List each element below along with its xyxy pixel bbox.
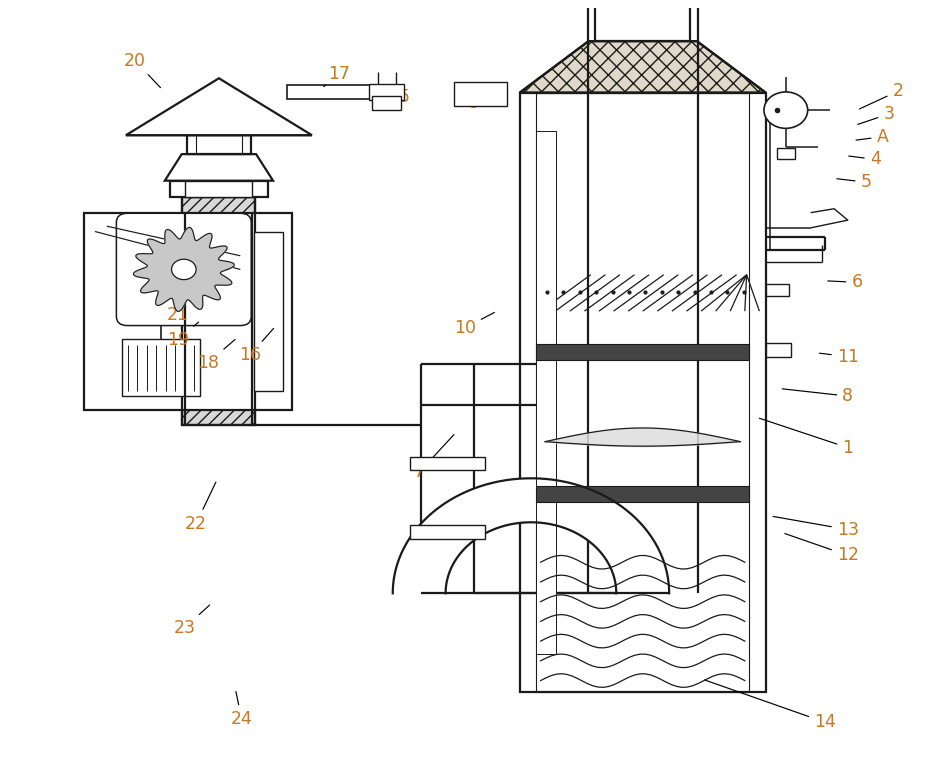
Bar bbox=[410, 457, 485, 471]
Text: 23: 23 bbox=[173, 605, 209, 637]
Text: 1: 1 bbox=[759, 418, 854, 457]
Text: 4: 4 bbox=[849, 150, 881, 169]
Bar bbox=[187, 135, 251, 154]
Text: 16: 16 bbox=[239, 328, 273, 364]
Bar bbox=[520, 93, 765, 692]
Bar bbox=[369, 84, 404, 101]
Bar bbox=[196, 135, 242, 154]
Bar bbox=[536, 485, 750, 502]
Bar bbox=[182, 197, 256, 425]
Bar bbox=[536, 93, 750, 692]
Text: 6: 6 bbox=[828, 273, 862, 291]
Bar bbox=[123, 339, 200, 396]
Bar bbox=[169, 180, 268, 197]
Bar bbox=[536, 131, 556, 654]
Bar bbox=[372, 97, 401, 110]
Polygon shape bbox=[811, 209, 848, 228]
Text: 18: 18 bbox=[197, 340, 235, 372]
Text: 24: 24 bbox=[231, 692, 253, 728]
Bar bbox=[765, 284, 789, 296]
Text: 19: 19 bbox=[166, 322, 199, 349]
Text: 14: 14 bbox=[705, 680, 836, 731]
Bar bbox=[287, 85, 374, 99]
PathPatch shape bbox=[392, 478, 670, 594]
Text: 22: 22 bbox=[185, 482, 216, 533]
Bar bbox=[536, 344, 750, 361]
Text: 15: 15 bbox=[388, 85, 410, 106]
Circle shape bbox=[171, 259, 196, 279]
Bar bbox=[182, 197, 256, 425]
Text: 12: 12 bbox=[785, 533, 858, 564]
Text: 17: 17 bbox=[324, 66, 351, 87]
Text: 20: 20 bbox=[124, 52, 161, 87]
Text: 5: 5 bbox=[837, 173, 871, 191]
Bar bbox=[765, 343, 791, 357]
Polygon shape bbox=[520, 41, 765, 93]
Bar bbox=[410, 525, 485, 539]
Polygon shape bbox=[133, 228, 234, 311]
Text: 8: 8 bbox=[782, 387, 854, 405]
Text: 2: 2 bbox=[859, 82, 903, 109]
Circle shape bbox=[764, 92, 807, 128]
Bar bbox=[185, 180, 252, 197]
Bar bbox=[595, 3, 690, 41]
Text: 3: 3 bbox=[857, 105, 895, 125]
Text: 11: 11 bbox=[819, 348, 858, 365]
Text: A: A bbox=[856, 128, 888, 146]
Bar bbox=[84, 213, 292, 409]
Bar bbox=[254, 231, 283, 391]
Polygon shape bbox=[165, 154, 273, 180]
Text: 10: 10 bbox=[454, 313, 495, 337]
FancyBboxPatch shape bbox=[116, 214, 251, 326]
Polygon shape bbox=[126, 78, 312, 135]
Bar bbox=[454, 82, 507, 106]
Text: 21: 21 bbox=[166, 300, 192, 324]
Text: 9: 9 bbox=[469, 91, 490, 111]
Text: 7: 7 bbox=[414, 434, 454, 481]
Text: 13: 13 bbox=[773, 516, 858, 539]
Polygon shape bbox=[126, 122, 312, 135]
Bar bbox=[777, 148, 794, 159]
